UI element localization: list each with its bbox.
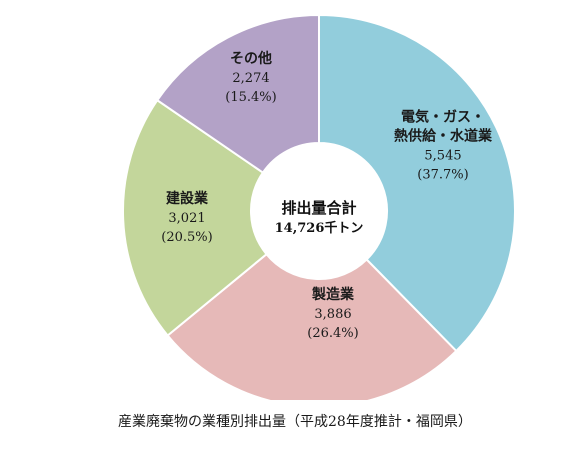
slice-percent-2: (20.5%) [161,230,212,245]
slice-name-2: 建設業 [166,190,209,207]
slice-percent-0: (37.7%) [417,168,468,183]
slice-percent-3: (15.4%) [225,90,276,105]
center-total-title: 排出量合計 [281,199,356,217]
slices-group [122,13,516,400]
donut-hole [251,143,387,279]
slice-name-0: 熱供給・水道業 [394,128,493,145]
slice-percent-1: (26.4%) [307,326,358,341]
slice-value-2: 3,021 [168,211,205,226]
slice-name-1: 製造業 [311,286,355,303]
center-total-value: 14,726千トン [275,220,364,236]
slice-value-0: 5,545 [424,149,461,164]
chart-caption: 産業廃棄物の業種別排出量（平成28年度推計・福岡県） [118,414,472,430]
slice-value-3: 2,274 [232,71,269,86]
slice-name-3: その他 [230,50,272,67]
slice-name-0: 電気・ガス・ [401,109,485,126]
slice-value-1: 3,886 [314,307,351,322]
donut-chart: 電気・ガス・熱供給・水道業 5,545 (37.7%) 製造業 3,886 (26.4%)… [122,13,516,400]
labels-group: 電気・ガス・熱供給・水道業 5,545 (37.7%) 製造業 3,886 (26.4%)… [161,50,493,341]
